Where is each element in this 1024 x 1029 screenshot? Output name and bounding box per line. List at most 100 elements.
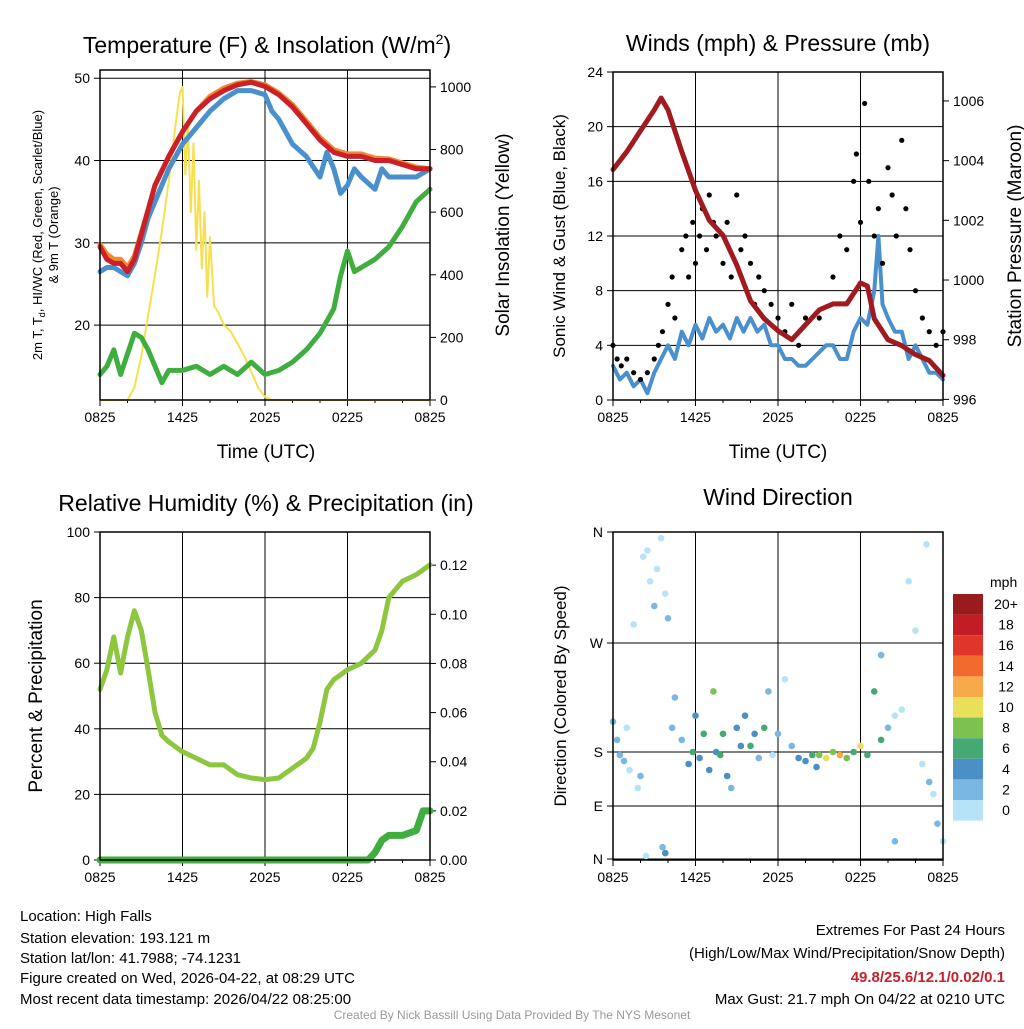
gust-point xyxy=(875,206,881,212)
y2-tick-label: 1000 xyxy=(440,79,471,95)
direction-point xyxy=(723,772,731,780)
2m-t-line xyxy=(97,79,433,275)
x-tick-label: 0825 xyxy=(414,869,445,885)
direction-point xyxy=(705,766,713,774)
gust-point xyxy=(866,178,872,184)
y-tick-label: 20 xyxy=(74,317,90,333)
legend-swatch xyxy=(953,800,983,821)
y-tick-label: N xyxy=(593,851,603,867)
y-tick-label: 80 xyxy=(74,590,90,606)
direction-point xyxy=(891,838,899,845)
direction-point xyxy=(668,724,676,732)
plot-frame xyxy=(99,531,431,861)
location-text: Location: High Falls xyxy=(20,908,152,925)
direction-point xyxy=(755,754,763,762)
gust-point xyxy=(926,329,932,335)
gust-point xyxy=(720,260,726,266)
y-tick-label: E xyxy=(594,798,603,814)
x-tick-label: 1425 xyxy=(680,409,711,425)
rh-ylabel: Percent & Precipitation xyxy=(26,599,47,792)
direction-point xyxy=(795,754,802,762)
direction-point xyxy=(678,736,686,744)
gust-point xyxy=(879,260,886,266)
x-tick-label: 0825 xyxy=(927,869,958,885)
direction-point xyxy=(923,541,930,548)
gust-point xyxy=(761,288,767,294)
direction-point xyxy=(657,534,665,542)
direction-point xyxy=(696,754,703,762)
rh-panel: 0825 1425 2025 0225 08250204060801000.000.02… xyxy=(67,524,468,885)
gust-point xyxy=(679,247,685,253)
direction-point xyxy=(634,784,642,792)
elevation-text: Station elevation: 193.121 m xyxy=(20,930,210,947)
temp-xlabel: Time (UTC) xyxy=(217,442,316,463)
y2-tick-label: 1006 xyxy=(953,93,984,109)
gust-point xyxy=(756,274,762,280)
x-tick-label: 1425 xyxy=(167,409,198,425)
y2-tick-label: 0.10 xyxy=(440,606,467,622)
y2-tick-label: 996 xyxy=(953,391,977,407)
legend-label: 4 xyxy=(1002,761,1010,777)
direction-point xyxy=(813,763,820,771)
gust-point xyxy=(853,151,859,157)
gust-point xyxy=(672,315,678,321)
x-tick-label: 0825 xyxy=(414,409,445,425)
winds-ylabel: Sonic Wind & Gust (Blue, Black) xyxy=(550,114,569,358)
direction-point xyxy=(898,706,906,713)
x-tick-label: 1425 xyxy=(167,869,198,885)
gust-point xyxy=(837,233,843,239)
created-text: Figure created on Wed, 2026-04-22, at 08… xyxy=(20,970,355,987)
temp-title: Temperature (F) & Insolation (W/m2) xyxy=(83,31,451,58)
direction-point xyxy=(815,751,823,759)
x-tick-label: 1425 xyxy=(680,869,711,885)
y2-tick-label: 1002 xyxy=(953,212,984,228)
speed-legend: mph 20+ 18 16 14 12 10 8 6 4 2 0 xyxy=(953,574,1018,821)
direction-point xyxy=(934,820,941,827)
direction-point xyxy=(769,751,776,759)
y-tick-label: 60 xyxy=(74,655,90,671)
gust-point xyxy=(669,274,675,280)
winds-title: Winds (mph) & Pressure (mb) xyxy=(626,30,930,56)
direction-point xyxy=(912,627,919,634)
y2-tick-label: 0.00 xyxy=(440,852,467,868)
temp-y2label: Solar Insolation (Yellow) xyxy=(493,133,514,336)
plot-frame xyxy=(612,531,944,861)
precipitation-line xyxy=(96,807,434,864)
direction-point xyxy=(642,852,650,860)
gust-point xyxy=(618,363,624,369)
x-tick-label: 0225 xyxy=(332,869,363,885)
legend-swatch xyxy=(953,676,983,697)
recent-data-text: Most recent data timestamp: 2026/04/22 0… xyxy=(20,991,351,1008)
dewpoint-line xyxy=(97,186,433,386)
sonic-wind-line xyxy=(611,234,945,396)
gust-point xyxy=(862,100,868,107)
direction-point xyxy=(857,742,864,750)
direction-point xyxy=(822,754,830,762)
direction-point xyxy=(659,843,666,851)
direction-point xyxy=(905,578,912,585)
direction-point xyxy=(925,778,933,786)
legend-swatch xyxy=(953,697,983,718)
direction-point xyxy=(930,790,937,798)
gust-point xyxy=(933,342,939,348)
gust-point xyxy=(789,301,795,307)
direction-point xyxy=(650,602,658,610)
winds-panel: 0825 1425 2025 0225 082504812162024996998100… xyxy=(587,64,984,425)
x-tick-label: 0825 xyxy=(927,409,958,425)
direction-title: Wind Direction xyxy=(703,484,853,510)
gust-point xyxy=(697,233,703,239)
y-tick-label: 20 xyxy=(74,786,90,802)
gust-point xyxy=(844,247,850,253)
y-tick-label: 50 xyxy=(74,70,90,86)
gust-point xyxy=(912,288,919,294)
direction-point xyxy=(626,766,633,774)
y2-tick-label: 1004 xyxy=(953,153,984,169)
direction-point xyxy=(637,772,644,780)
direction-point xyxy=(760,724,768,732)
gust-point xyxy=(631,370,637,376)
direction-point xyxy=(884,724,892,732)
direction-point xyxy=(864,751,871,759)
gust-point xyxy=(686,274,692,280)
direction-point xyxy=(664,615,672,622)
